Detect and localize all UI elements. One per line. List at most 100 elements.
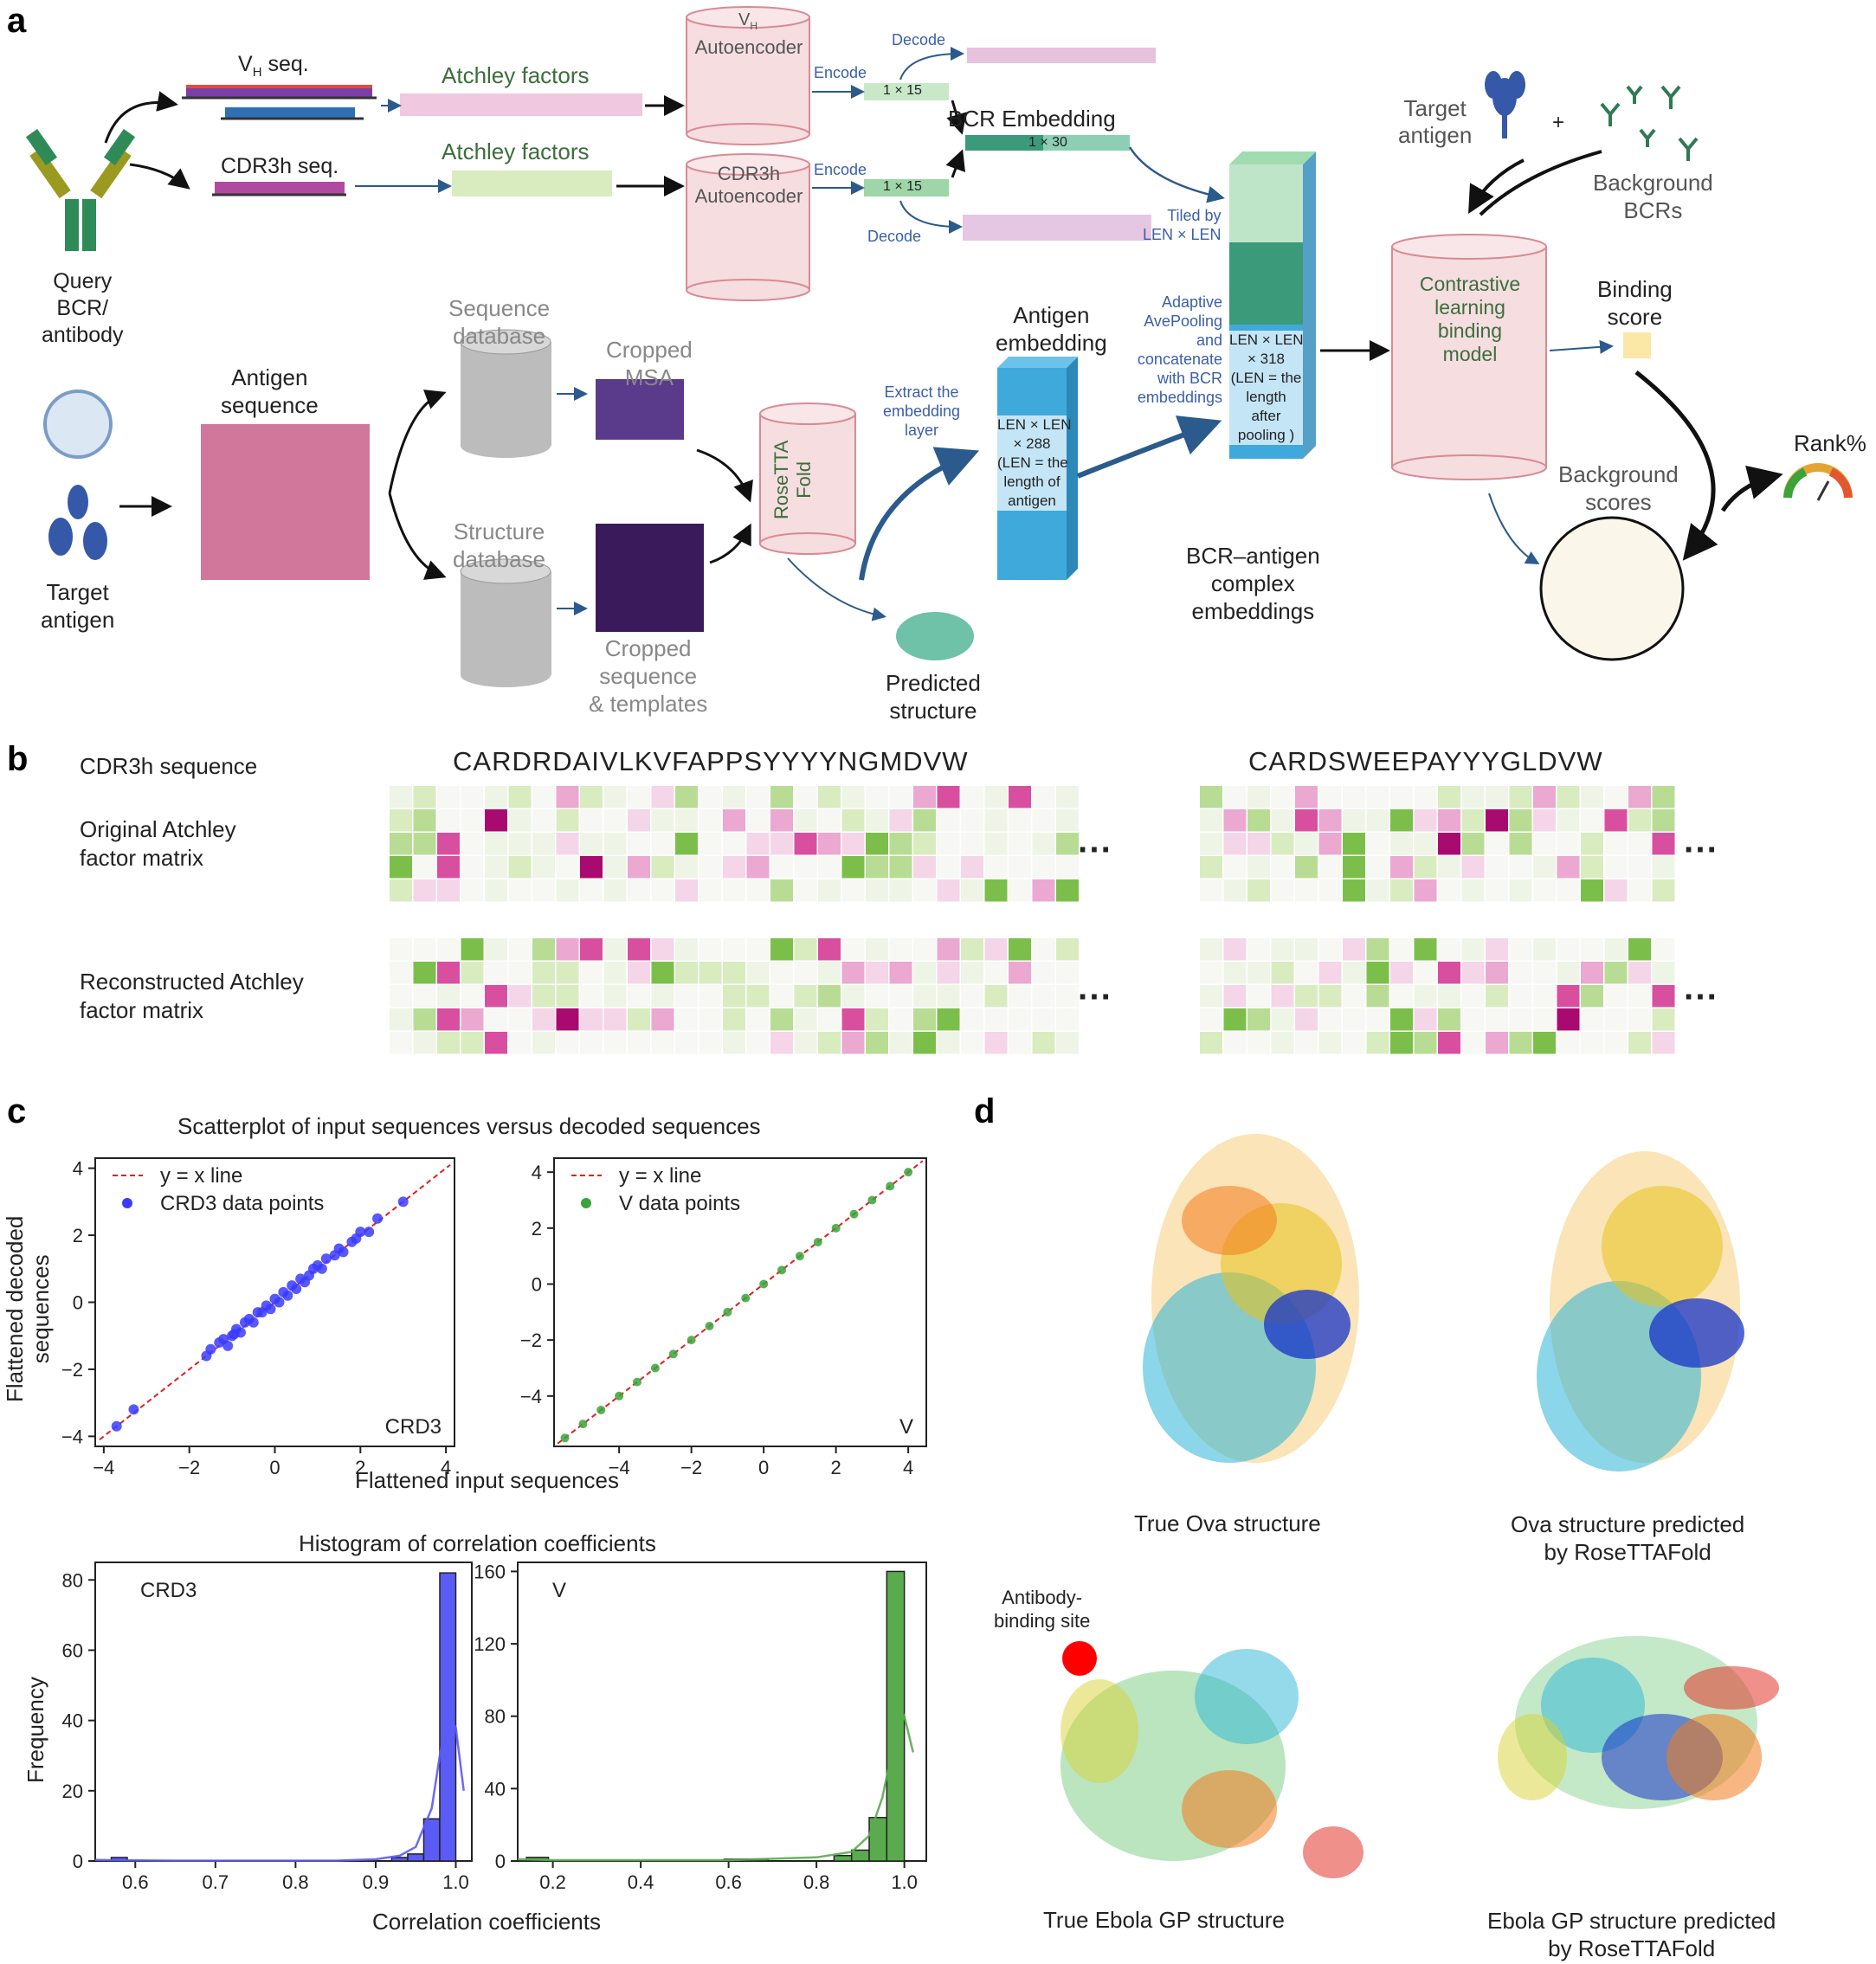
cropped-sequence-label: Cropped sequence & templates — [589, 635, 708, 717]
heatmap-cell — [1628, 786, 1651, 808]
histogram-bar — [868, 1817, 888, 1862]
heatmap-cell — [413, 962, 436, 984]
heatmap-cell — [1343, 962, 1365, 984]
heatmap-cell — [1032, 809, 1055, 832]
heatmap-cell — [818, 856, 841, 879]
heatmap-cell — [794, 985, 817, 1008]
heatmap-cell — [984, 833, 1008, 855]
heatmap-cell — [461, 809, 484, 832]
heatmap-cell — [746, 879, 770, 902]
heatmap-cell — [1581, 1008, 1603, 1031]
heatmap-cell — [699, 856, 722, 879]
heatmap-cell — [1200, 833, 1222, 855]
heatmap-cell — [580, 1008, 603, 1031]
heatmap-cell — [651, 938, 674, 961]
heatmap-cell — [1032, 985, 1055, 1008]
vh-autoencoder-cylinder — [686, 6, 810, 145]
heatmap-cell — [1223, 786, 1247, 808]
heatmap-cell — [603, 985, 627, 1008]
scatter-point — [312, 1259, 323, 1271]
heatmap-cell — [1009, 962, 1031, 984]
heatmap-cell — [603, 879, 627, 902]
heatmap-cell — [556, 856, 579, 879]
y-tick-label: 20 — [62, 1780, 83, 1802]
heatmap-cell — [1581, 985, 1603, 1008]
heatmap-cell — [1295, 1008, 1318, 1031]
vh-seq-label: VH seq. — [238, 52, 309, 80]
scatter-point — [633, 1377, 642, 1387]
scatter-point — [333, 1243, 345, 1254]
heatmap-cell — [770, 879, 793, 902]
heatmap-cell — [1295, 856, 1318, 879]
heatmap-cell — [723, 786, 745, 808]
heatmap-cell — [1628, 985, 1651, 1008]
scatter-point — [650, 1363, 660, 1373]
heatmap-cell — [556, 879, 579, 902]
histogram-bar — [833, 1854, 853, 1862]
heatmap-cell — [841, 1008, 865, 1031]
heatmap-cell — [1366, 879, 1389, 902]
heatmap-cell — [1438, 856, 1460, 879]
heatmap-cell — [1056, 1032, 1079, 1054]
heatmap-cell — [1414, 856, 1437, 879]
heatmap-cell — [1343, 1032, 1365, 1054]
heatmap-cell — [508, 962, 532, 984]
heatmap-cell — [437, 879, 460, 902]
ellipsis-3: ··· — [1078, 978, 1112, 1016]
heatmap-cell — [1200, 985, 1222, 1008]
heatmap-cell — [651, 962, 674, 984]
scatter-point — [229, 1329, 240, 1340]
heatmap-cell — [1557, 856, 1580, 879]
y-tick-label: 2 — [73, 1225, 83, 1246]
heatmap-cell — [1509, 985, 1532, 1008]
x-tick-label: 0.7 — [203, 1871, 229, 1893]
heatmap-cell — [961, 962, 983, 984]
heatmap-cell — [794, 786, 817, 808]
heatmap-cell — [1295, 879, 1318, 902]
heatmap-cell — [1271, 985, 1294, 1008]
heatmap-cell — [437, 786, 460, 808]
heatmap-cell — [1414, 1008, 1437, 1031]
heatmap-cell — [1533, 938, 1556, 961]
heatmap-cell — [723, 985, 745, 1008]
heatmap-cell — [1223, 962, 1247, 984]
heatmap-cell — [1223, 1008, 1247, 1031]
heatmap-cell — [770, 1032, 793, 1054]
scatter-point — [759, 1279, 769, 1289]
heatmap-cell — [1628, 879, 1651, 902]
heatmap-cell — [580, 809, 603, 832]
heatmap-cell — [1390, 1032, 1413, 1054]
heatmap-cell — [866, 938, 888, 961]
heatmap-cell — [1247, 786, 1270, 808]
cdr3h-sequence-1: CARDRDAIVLKVFAPPSYYYYNGMDVW — [453, 746, 969, 776]
heatmap-cell — [770, 985, 793, 1008]
heatmap-cell — [1366, 856, 1389, 879]
heatmap-cell — [580, 879, 603, 902]
heatmap-cell — [1366, 962, 1389, 984]
heatmap-cell — [532, 1008, 555, 1031]
heatmap-cell — [723, 856, 745, 879]
heatmap-cell — [1247, 833, 1270, 855]
heatmap-cell — [1486, 833, 1508, 855]
heatmap-cell — [889, 938, 912, 961]
scatter-point — [867, 1195, 877, 1205]
heatmap-cell — [961, 1032, 983, 1054]
heatmap-cell — [866, 786, 888, 808]
heatmap-cell — [699, 962, 722, 984]
heatmap-cell — [1438, 985, 1460, 1008]
scatter-point — [596, 1405, 606, 1414]
heatmap-cell — [1486, 809, 1508, 832]
heatmap-cell — [818, 833, 841, 855]
panel-label: V — [552, 1579, 566, 1602]
heatmap-cell — [818, 1008, 841, 1031]
antibody-icon — [25, 129, 136, 251]
heatmap-cell — [1056, 1008, 1079, 1031]
y-tick-label: 160 — [474, 1561, 506, 1582]
target-antigen-icon-left — [48, 485, 107, 560]
heatmap-cell — [485, 856, 507, 879]
cdr3h-encoding-bar — [864, 179, 949, 196]
scatter-point — [214, 1336, 225, 1348]
scatter-point — [741, 1293, 751, 1303]
target-antigen-label-left: Target antigen — [41, 579, 115, 633]
heatmap-cell — [1009, 938, 1031, 961]
